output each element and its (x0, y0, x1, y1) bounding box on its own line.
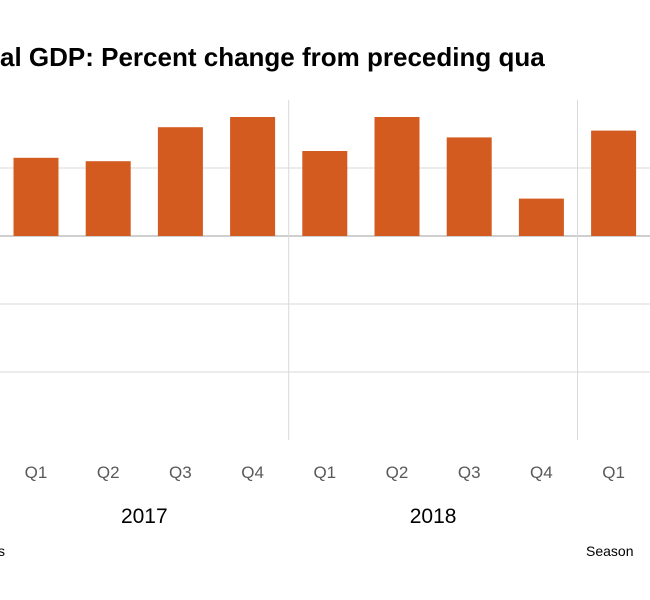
bar-q4-3 (230, 117, 276, 236)
year-label: 2018 (410, 505, 457, 528)
bar-q1-4 (302, 151, 348, 236)
footnote-right: Season (586, 543, 633, 559)
year-group-labels: 2017 2018 (121, 505, 457, 528)
x-tick-label: Q2 (97, 463, 120, 482)
year-label: 2017 (121, 505, 168, 528)
x-tick-label: Q2 (386, 463, 409, 482)
x-tick-label: Q1 (25, 463, 48, 482)
x-tick-label: Q4 (530, 463, 553, 482)
bar-q2-1 (85, 161, 131, 236)
x-tick-label: Q3 (458, 463, 481, 482)
bar-q2-5 (374, 117, 420, 236)
bars (13, 117, 637, 236)
footnote-left: s (0, 543, 5, 559)
bar-q3-2 (157, 127, 203, 236)
x-tick-label: Q4 (241, 463, 264, 482)
bar-q3-6 (446, 137, 492, 236)
x-tick-labels: Q1 Q2 Q3 Q4 Q1 Q2 Q3 Q4 Q1 (25, 463, 625, 482)
bar-q1-0 (13, 157, 59, 236)
bar-q4-7 (518, 198, 564, 236)
x-tick-label: Q1 (602, 463, 625, 482)
x-tick-label: Q3 (169, 463, 192, 482)
bar-q1-8 (591, 130, 637, 236)
chart-title: al GDP: Percent change from preceding qu… (0, 42, 545, 72)
x-tick-label: Q1 (313, 463, 336, 482)
